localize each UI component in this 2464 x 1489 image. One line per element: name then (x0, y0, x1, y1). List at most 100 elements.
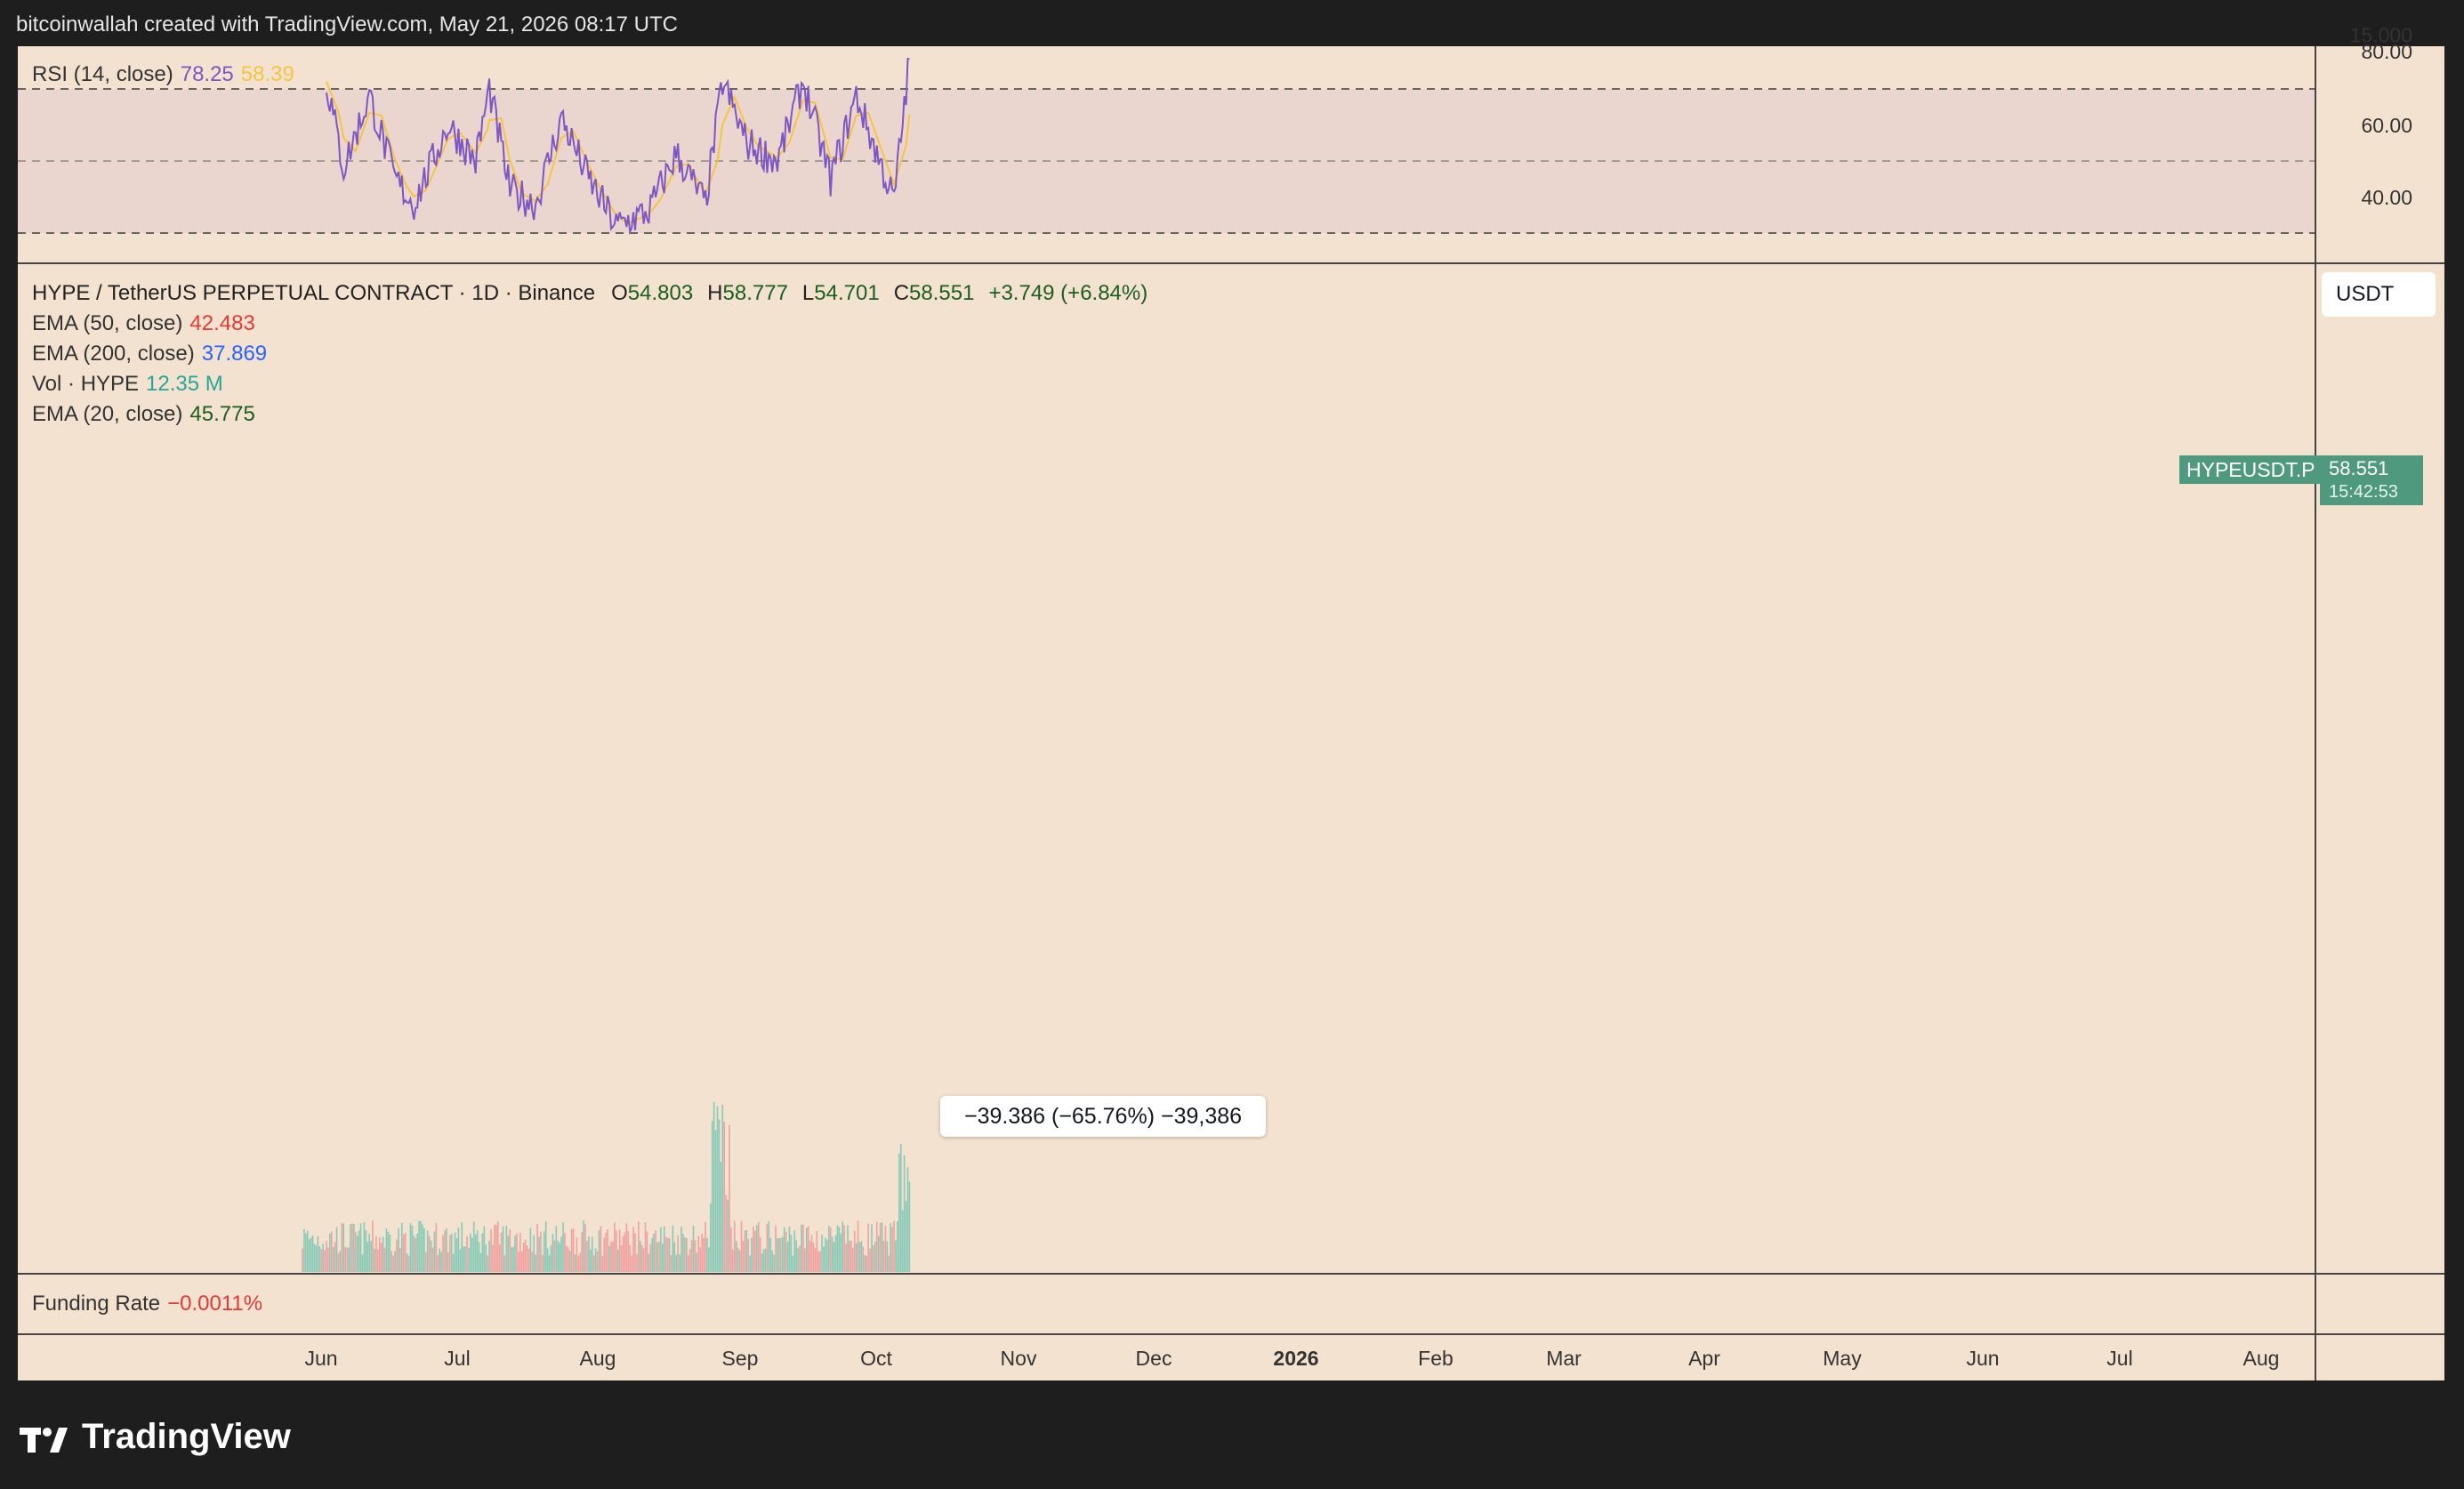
volume-bar (576, 1237, 578, 1272)
volume-bar (642, 1248, 645, 1272)
volume-bar (890, 1223, 892, 1272)
ohlc-open: 54.803 (627, 281, 694, 305)
volume-bar (415, 1238, 417, 1272)
indicator-label: Vol · HYPE (32, 372, 140, 396)
volume-bar (365, 1229, 367, 1272)
rsi-axis-label: 60.00 (2361, 114, 2412, 137)
volume-bar (807, 1226, 809, 1272)
volume-bar (346, 1247, 348, 1272)
volume-bar (906, 1167, 909, 1272)
volume-bar (783, 1227, 785, 1272)
volume-bar (790, 1235, 793, 1272)
volume-bar (526, 1244, 528, 1272)
volume-bar (531, 1252, 534, 1272)
volume-bar (341, 1223, 343, 1272)
volume-bar (544, 1231, 545, 1272)
volume-bar (566, 1245, 568, 1272)
volume-bar (622, 1235, 624, 1272)
volume-bar (761, 1253, 763, 1272)
volume-bar (753, 1226, 754, 1272)
volume-bar (520, 1251, 523, 1272)
volume-bar (614, 1222, 616, 1272)
volume-bar (383, 1247, 386, 1272)
currency-button[interactable]: USDT (2322, 272, 2436, 317)
volume-bar (819, 1251, 821, 1272)
volume-bar (897, 1220, 898, 1272)
ohlc-c-label: C (893, 281, 910, 305)
volume-bar (553, 1240, 556, 1272)
volume-bar (310, 1237, 312, 1272)
volume-bar (375, 1235, 377, 1272)
volume-bar (886, 1241, 889, 1272)
volume-bar (359, 1223, 362, 1272)
volume-bar (511, 1247, 512, 1272)
volume-bar (546, 1248, 549, 1272)
volume-bar (423, 1227, 425, 1272)
volume-bar (795, 1240, 797, 1272)
volume-bar (320, 1249, 323, 1272)
volume-bar (653, 1233, 655, 1272)
volume-bar (466, 1235, 468, 1272)
volume-bar (435, 1223, 438, 1272)
volume-bar (730, 1227, 732, 1272)
volume-bar (470, 1233, 471, 1272)
volume-bar (572, 1228, 575, 1272)
volume-bar (662, 1244, 664, 1272)
volume-bar (392, 1255, 394, 1272)
volume-bar (552, 1234, 554, 1272)
volume-bar (639, 1241, 641, 1272)
rsi-line (326, 57, 910, 236)
volume-bar (461, 1222, 463, 1272)
volume-bar (805, 1227, 808, 1272)
ohlc-low: 54.701 (814, 281, 880, 305)
volume-bar (634, 1233, 636, 1272)
volume-bar (745, 1229, 748, 1272)
volume-bar (875, 1221, 878, 1272)
volume-bar (488, 1240, 490, 1272)
volume-bar (802, 1224, 804, 1272)
volume-bar (601, 1255, 604, 1272)
volume-bar (841, 1221, 844, 1272)
rsi-legend: RSI (14, close) 78.25 58.39 (32, 62, 302, 87)
volume-bar (518, 1252, 519, 1272)
indicator-legend-ema200: EMA (200, close) 37.869 (32, 342, 274, 366)
volume-bar (322, 1244, 324, 1272)
volume-bar (663, 1226, 665, 1272)
volume-bar (762, 1249, 765, 1272)
bar-countdown: 15:42:53 (2329, 482, 2398, 502)
volume-bar (507, 1235, 510, 1272)
volume-bar (666, 1237, 669, 1272)
time-axis-label: Apr (1688, 1347, 1720, 1370)
volume-bar (389, 1234, 391, 1272)
volume-bar (406, 1252, 408, 1272)
volume-bar (596, 1251, 599, 1272)
volume-bar (612, 1241, 614, 1272)
volume-bar (447, 1252, 449, 1272)
volume-bar (829, 1227, 832, 1272)
tradingview-logo[interactable]: TradingView (20, 1417, 291, 1457)
volume-bar (492, 1244, 494, 1272)
volume-bar (615, 1230, 617, 1272)
volume-bar (804, 1248, 806, 1272)
time-axis-label: Oct (860, 1347, 892, 1370)
volume-bar (542, 1254, 544, 1272)
ohlc-high: 58.777 (722, 281, 788, 305)
time-axis-label: May (1823, 1347, 1862, 1370)
volume-bar (905, 1201, 907, 1272)
volume-bar (448, 1235, 451, 1272)
volume-bar (740, 1220, 743, 1272)
volume-bar (568, 1251, 571, 1272)
volume-bar (490, 1228, 492, 1272)
volume-bar (825, 1237, 826, 1272)
volume-bar (303, 1228, 305, 1272)
volume-bar (496, 1221, 499, 1272)
volume-bar (649, 1244, 652, 1272)
volume-bar (866, 1255, 868, 1272)
volume-bar (399, 1247, 401, 1272)
volume-bar (793, 1230, 796, 1272)
volume-bar (780, 1238, 782, 1272)
volume-bar (422, 1224, 423, 1272)
volume-bar (792, 1255, 794, 1272)
volume-bar (701, 1234, 703, 1272)
